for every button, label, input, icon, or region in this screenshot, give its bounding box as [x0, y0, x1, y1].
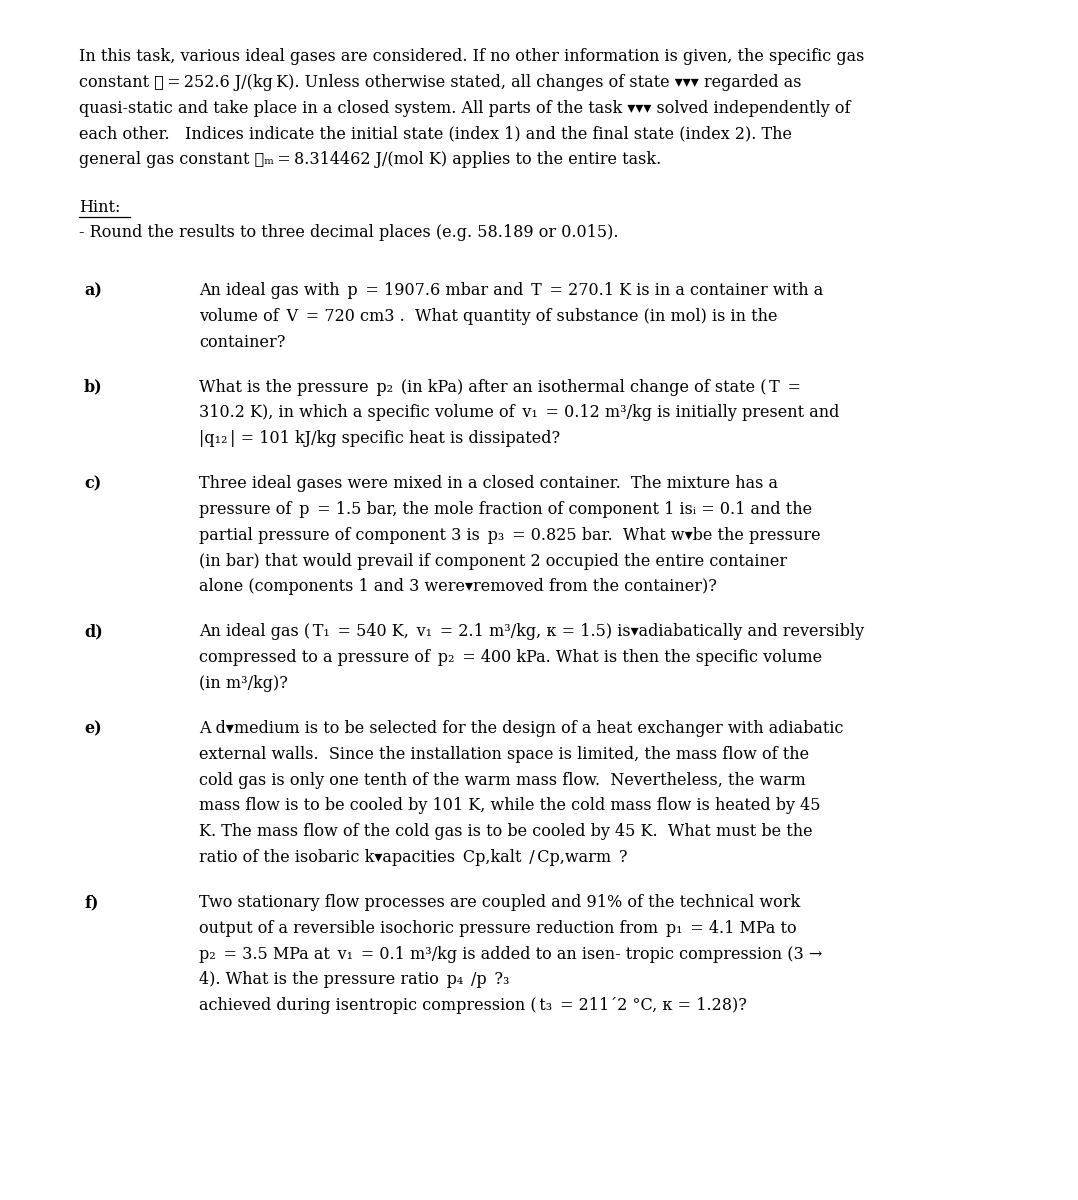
Text: partial pressure of component 3 is  p₃  = 0.825 bar.  What w▾be the pressure: partial pressure of component 3 is p₃ = …	[199, 527, 821, 544]
Text: cold gas is only one tenth of the warm mass flow.  Nevertheless, the warm: cold gas is only one tenth of the warm m…	[199, 772, 806, 788]
Text: (in bar) that would prevail if component 2 occupied the entire container: (in bar) that would prevail if component…	[199, 552, 788, 570]
Text: each other.   Indices indicate the initial state (index 1) and the final state (: each other. Indices indicate the initial…	[79, 125, 791, 143]
Text: quasi-static and take place in a closed system. All parts of the task ▾▾▾ solved: quasi-static and take place in a closed …	[79, 100, 851, 116]
Text: d): d)	[84, 623, 102, 641]
Text: a): a)	[84, 282, 102, 299]
Text: output of a reversible isochoric pressure reduction from  p₁  = 4.1 MPa to: output of a reversible isochoric pressur…	[199, 919, 797, 937]
Text: 4). What is the pressure ratio  p₄  /p  ?₃: 4). What is the pressure ratio p₄ /p ?₃	[199, 971, 510, 989]
Text: What is the pressure  p₂  (in kPa) after an isothermal change of state ( T  =: What is the pressure p₂ (in kPa) after a…	[199, 378, 801, 396]
Text: general gas constant ℛₘ = 8.314462 J/(mol K) applies to the entire task.: general gas constant ℛₘ = 8.314462 J/(mo…	[79, 151, 661, 168]
Text: An ideal gas ( T₁  = 540 K,  v₁  = 2.1 m³/kg, κ = 1.5) is▾adiabatically and reve: An ideal gas ( T₁ = 540 K, v₁ = 2.1 m³/k…	[199, 623, 865, 641]
Text: alone (components 1 and 3 were▾removed from the container)?: alone (components 1 and 3 were▾removed f…	[199, 578, 717, 595]
Text: ratio of the isobaric k▾apacities  Cp,kalt  / Cp,warm  ?: ratio of the isobaric k▾apacities Cp,kal…	[199, 848, 627, 866]
Text: achieved during isentropic compression ( t₃  = 211´2 °C, κ = 1.28)?: achieved during isentropic compression (…	[199, 997, 747, 1014]
Text: c): c)	[84, 475, 101, 492]
Text: e): e)	[84, 720, 101, 737]
Text: 310.2 K), in which a specific volume of  v₁  = 0.12 m³/kg is initially present a: 310.2 K), in which a specific volume of …	[199, 404, 840, 421]
Text: pressure of  p  = 1.5 bar, the mole fraction of component 1 isᵢ = 0.1 and the: pressure of p = 1.5 bar, the mole fracti…	[199, 500, 813, 518]
Text: A d▾medium is to be selected for the design of a heat exchanger with adiabatic: A d▾medium is to be selected for the des…	[199, 720, 844, 737]
Text: compressed to a pressure of  p₂  = 400 kPa. What is then the specific volume: compressed to a pressure of p₂ = 400 kPa…	[199, 649, 823, 666]
Text: b): b)	[84, 378, 102, 396]
Text: volume of  V  = 720 cm3 .  What quantity of substance (in mol) is in the: volume of V = 720 cm3 . What quantity of…	[199, 307, 778, 325]
Text: constant ℛ = 252.6 J/(kg K). Unless otherwise stated, all changes of state ▾▾▾ r: constant ℛ = 252.6 J/(kg K). Unless othe…	[79, 73, 801, 91]
Text: In this task, various ideal gases are considered. If no other information is giv: In this task, various ideal gases are co…	[79, 48, 865, 65]
Text: Three ideal gases were mixed in a closed container.  The mixture has a: Three ideal gases were mixed in a closed…	[199, 475, 778, 492]
Text: |q₁₂ | = 101 kJ/kg specific heat is dissipated?: |q₁₂ | = 101 kJ/kg specific heat is diss…	[199, 430, 561, 448]
Text: Two stationary flow processes are coupled and 91% of the technical work: Two stationary flow processes are couple…	[199, 894, 801, 911]
Text: K. The mass flow of the cold gas is to be cooled by 45 K.  What must be the: K. The mass flow of the cold gas is to b…	[199, 823, 813, 840]
Text: mass flow is to be cooled by 101 K, while the cold mass flow is heated by 45: mass flow is to be cooled by 101 K, whil…	[199, 797, 821, 815]
Text: external walls.  Since the installation space is limited, the mass flow of the: external walls. Since the installation s…	[199, 745, 810, 763]
Text: f): f)	[84, 894, 98, 911]
Text: An ideal gas with  p  = 1907.6 mbar and  T  = 270.1 K is in a container with a: An ideal gas with p = 1907.6 mbar and T …	[199, 282, 824, 299]
Text: Hint:: Hint:	[79, 198, 120, 216]
Text: - Round the results to three decimal places (e.g. 58.189 or 0.015).: - Round the results to three decimal pla…	[79, 224, 618, 241]
Text: container?: container?	[199, 334, 286, 350]
Text: (in m³/kg)?: (in m³/kg)?	[199, 674, 288, 692]
Text: p₂  = 3.5 MPa at  v₁  = 0.1 m³/kg is added to an isen- tropic compression (3 →: p₂ = 3.5 MPa at v₁ = 0.1 m³/kg is added …	[199, 946, 823, 962]
